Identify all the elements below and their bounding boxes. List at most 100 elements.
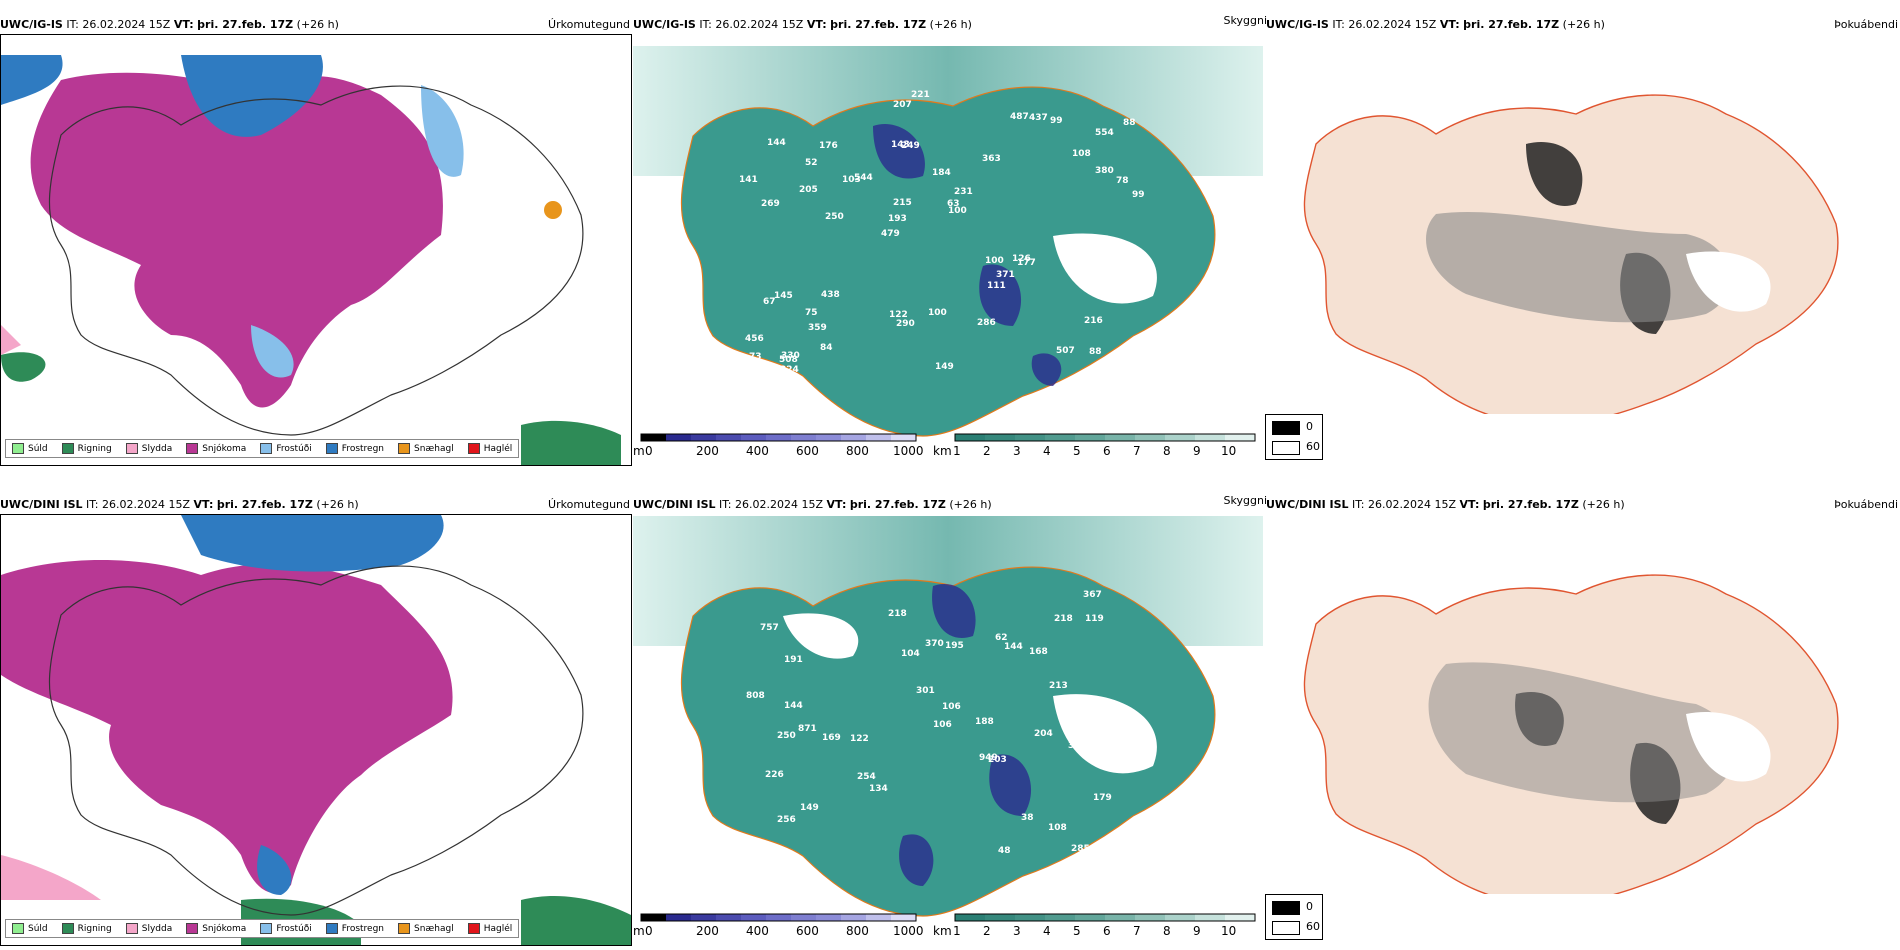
visibility-map-svg: 285 871 949 757 179 191 149 122 168 370 144 108 134 2…: [633, 516, 1263, 917]
ceiling-label: 106: [942, 702, 961, 712]
visibility-unit: km: [933, 924, 952, 938]
ceiling-label: 254: [857, 772, 876, 782]
ceiling-label: 871: [798, 724, 817, 734]
vt-value: þri. 27.feb. 17Z: [1463, 18, 1560, 31]
visibility-tick: 2: [983, 444, 991, 458]
visibility-tick: 9: [1193, 444, 1201, 458]
ceiling-label: 88: [1123, 118, 1136, 128]
it-label: IT:: [86, 498, 99, 511]
it-label: IT:: [719, 498, 732, 511]
fog-tick: 0: [1306, 420, 1313, 433]
ceiling-label: 757: [760, 623, 779, 633]
lead-time: (+26 h): [296, 18, 339, 31]
vt-label: VT:: [1459, 498, 1480, 511]
panel-type-label: Skyggni: [1223, 494, 1267, 507]
visibility-tick: 8: [1163, 444, 1171, 458]
ceiling-label: 67: [763, 297, 776, 307]
legend-item-rain: Rigning: [61, 443, 112, 454]
ceiling-label: 949: [979, 753, 998, 763]
ceiling-tick: 400: [746, 924, 769, 938]
precip-type-panel-1: UWC/IG-IS IT: 26.02.2024 15Z VT: þri. 27…: [0, 14, 632, 466]
vt-label: VT:: [193, 498, 214, 511]
freezing-rain-area: [181, 55, 323, 137]
snow-area: [30, 72, 443, 408]
coastline: [48, 565, 584, 916]
fog-dark-1: [1526, 142, 1583, 206]
fog-map-svg: [1303, 94, 1839, 414]
ceiling-label: 119: [1085, 614, 1104, 624]
ceiling-label: 250: [825, 212, 844, 222]
ceiling-label: 126: [1012, 254, 1031, 264]
ceiling-label: 507: [1056, 346, 1075, 356]
legend-item-sleet: Slydda: [125, 923, 172, 934]
ceiling-label: 108: [1048, 823, 1067, 833]
lead-time: (+26 h): [949, 498, 992, 511]
ceiling-label: 38: [1021, 813, 1034, 823]
visibility-tick: 4: [1043, 924, 1051, 938]
panel-header: UWC/DINI ISL IT: 26.02.2024 15Z VT: þri.…: [633, 498, 992, 511]
ceiling-label: 193: [888, 214, 907, 224]
model-name: UWC/IG-IS: [0, 18, 63, 31]
ceiling-label: 808: [746, 691, 765, 701]
ceiling-tick: 200: [696, 924, 719, 938]
panel-type-label: Úrkomutegund: [548, 18, 630, 31]
ceiling-label: 456: [745, 334, 764, 344]
precip-map: Súld Rigning Slydda Snjókoma Frostúði Fr…: [0, 34, 632, 466]
precip-map-svg: [1, 55, 621, 465]
row-1: UWC/IG-IS IT: 26.02.2024 15Z VT: þri. 27…: [0, 0, 1900, 470]
it-label: IT:: [1352, 498, 1365, 511]
ceiling-label: 213: [1049, 681, 1068, 691]
ceiling-label: 371: [996, 270, 1015, 280]
ceiling-label: 188: [975, 717, 994, 727]
ceiling-label: 203: [988, 755, 1007, 765]
rain-area-2: [521, 895, 631, 945]
visibility-tick: 8: [1163, 924, 1171, 938]
ceiling-label: 108: [1072, 149, 1091, 159]
ceiling-tick: 800: [846, 444, 869, 458]
ceiling-label: 48: [998, 846, 1011, 856]
legend-item-drizzle: Súld: [12, 923, 48, 934]
panel-type-label: Þokuábendi: [1834, 18, 1898, 31]
legend-item-sleet: Slydda: [125, 443, 172, 454]
colorbars: [640, 913, 1256, 922]
ceiling-label: 195: [945, 641, 964, 651]
visibility-tick: 7: [1133, 924, 1141, 938]
ceiling-label: 179: [1093, 793, 1112, 803]
fog-tick: 60: [1306, 920, 1320, 933]
vt-value: þri. 27.feb. 17Z: [197, 18, 294, 31]
ceiling-label: 88: [1089, 347, 1102, 357]
ceiling-tick: 600: [796, 924, 819, 938]
ceiling-label: 122: [889, 310, 908, 320]
iceland-visibility: [680, 566, 1216, 917]
clear-area: [783, 613, 1157, 774]
ceiling-label: 168: [1029, 647, 1048, 657]
model-name: UWC/DINI ISL: [633, 498, 716, 511]
ceiling-label: 103: [842, 175, 861, 185]
ceiling-tick: 200: [696, 444, 719, 458]
coastline: [48, 85, 584, 436]
visibility-tick: 4: [1043, 444, 1051, 458]
ceiling-label: 221: [911, 90, 930, 100]
ceiling-tick: 0: [645, 444, 653, 458]
ceiling-labels: 88 269 554 479 363 330 143 184 145 544 456 359 249 23…: [739, 90, 1145, 375]
ceiling-label: 359: [808, 323, 827, 333]
freezing-drizzle-area-2: [251, 325, 294, 378]
ceiling-label: 37: [1068, 741, 1081, 751]
ceiling-label: 250: [777, 731, 796, 741]
sleet-area: [1, 325, 21, 355]
ceiling-label: 216: [1084, 316, 1103, 326]
ceiling-label: 286: [977, 318, 996, 328]
fog-map-svg: [1303, 574, 1839, 894]
ceiling-label: 438: [821, 290, 840, 300]
ceiling-unit: m: [633, 924, 645, 938]
it-label: IT:: [699, 18, 712, 31]
legend-item-freezing-drizzle: Frostúði: [260, 923, 312, 934]
ceiling-label: 269: [761, 199, 780, 209]
ceiling-label: 215: [893, 198, 912, 208]
ceiling-label: 100: [985, 256, 1004, 266]
ceiling-label: 285: [1071, 844, 1090, 854]
ceiling-tick: 1000: [893, 924, 924, 938]
ceiling-label: 218: [888, 609, 907, 619]
ceiling-label: 231: [954, 187, 973, 197]
visibility-tick: 9: [1193, 924, 1201, 938]
